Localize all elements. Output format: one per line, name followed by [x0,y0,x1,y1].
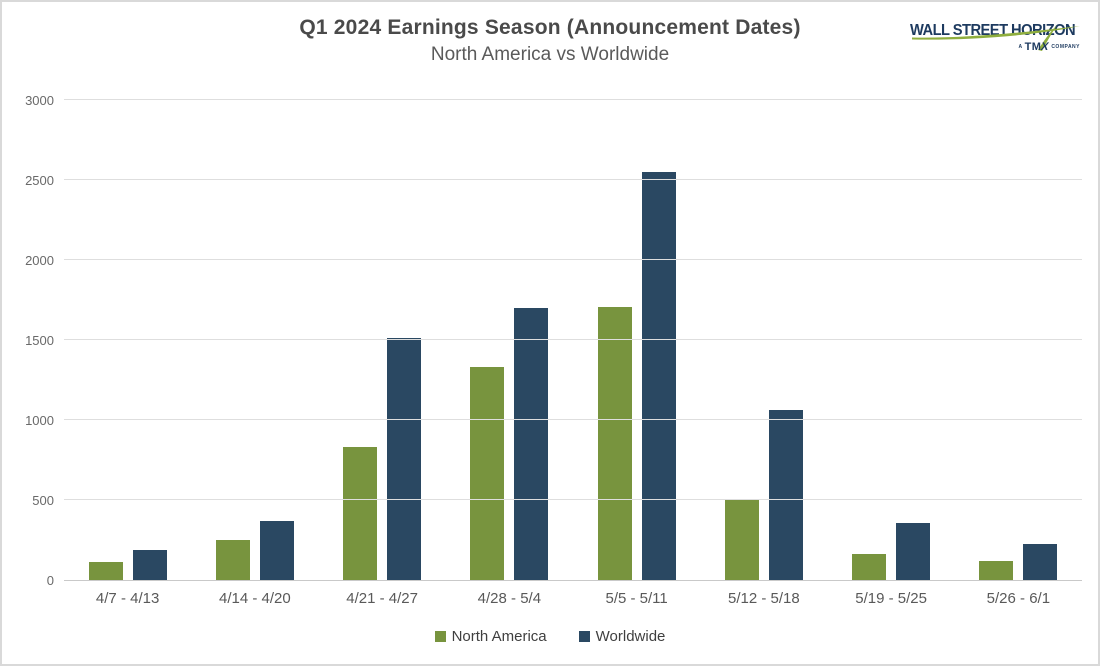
logo-tagline-prefix: A [1018,44,1023,50]
gridline [64,339,1082,340]
chart-title: Q1 2024 Earnings Season (Announcement Da… [299,16,801,39]
legend: North America Worldwide [2,628,1098,645]
bar-north-america [470,367,505,580]
gridline [64,499,1082,500]
y-tick-label: 500 [32,493,54,508]
bar-worldwide [132,550,167,580]
y-tick-label: 0 [46,573,54,588]
x-tick-label: 5/5 - 5/11 [605,590,668,607]
gridline [64,419,1082,420]
bar-north-america [852,553,887,580]
logo-tmx-text: TMX [1024,41,1051,53]
x-tick-label: 4/28 - 5/4 [477,590,542,607]
x-tick-label: 5/26 - 6/1 [986,590,1051,607]
bar-worldwide [896,523,931,580]
bar-north-america [597,307,632,580]
bar-group [573,100,700,580]
logo-tagline-suffix: COMPANY [1051,44,1080,50]
bar-groups [64,100,1082,580]
logo-brand-text: WALL STREET HORIZON [910,22,1076,39]
bar-north-america [343,447,378,580]
legend-swatch [578,631,590,642]
bar-worldwide [259,520,294,580]
bar-north-america [724,499,759,580]
wall-street-horizon-logo: WALL STREET HORIZON A TMX COMPANY [910,20,1082,58]
chart-subtitle: North America vs Worldwide [430,44,670,65]
y-tick-label: 2000 [25,253,54,268]
gridline [64,259,1082,260]
gridline [64,99,1082,100]
bar-north-america [215,540,250,580]
bar-group [64,100,191,580]
x-tick-label: 5/12 - 5/18 [728,590,800,607]
plot-area [64,99,1082,581]
y-tick-label: 2500 [25,173,54,188]
y-axis: 0 500 1000 1500 2000 2500 3000 [2,94,54,588]
bar-worldwide [1023,544,1058,580]
bar-group [955,100,1082,580]
x-axis: 4/7 - 4/13 4/14 - 4/20 4/21 - 4/27 4/28 - 5… [64,590,1082,607]
bar-group [191,100,318,580]
x-tick-label: 4/21 - 4/27 [346,590,418,607]
legend-label: North America [451,628,547,645]
legend-label: Worldwide [595,628,666,645]
y-tick-label: 3000 [25,93,54,108]
bar-worldwide [768,409,803,580]
y-tick-label: 1000 [25,413,54,428]
chart-header: Q1 2024 Earnings Season (Announcement Da… [2,16,1098,66]
legend-item-north-america: North America [434,628,547,645]
bar-group [700,100,827,580]
bar-worldwide [641,172,676,580]
x-tick-label: 4/7 - 4/13 [95,590,160,607]
legend-item-worldwide: Worldwide [578,628,666,645]
y-tick-label: 1500 [25,333,54,348]
bar-group [319,100,446,580]
bar-north-america [88,561,123,580]
bar-group [828,100,955,580]
x-tick-label: 5/19 - 5/25 [855,590,927,607]
bar-group [446,100,573,580]
legend-swatch [434,631,446,642]
x-tick-label: 4/14 - 4/20 [219,590,291,607]
bar-worldwide [387,338,422,580]
bar-worldwide [514,308,549,580]
gridline [64,179,1082,180]
logo-tagline: A TMX COMPANY [1018,41,1080,53]
bar-north-america [979,560,1014,580]
logo-swoosh-icon [912,25,1080,51]
